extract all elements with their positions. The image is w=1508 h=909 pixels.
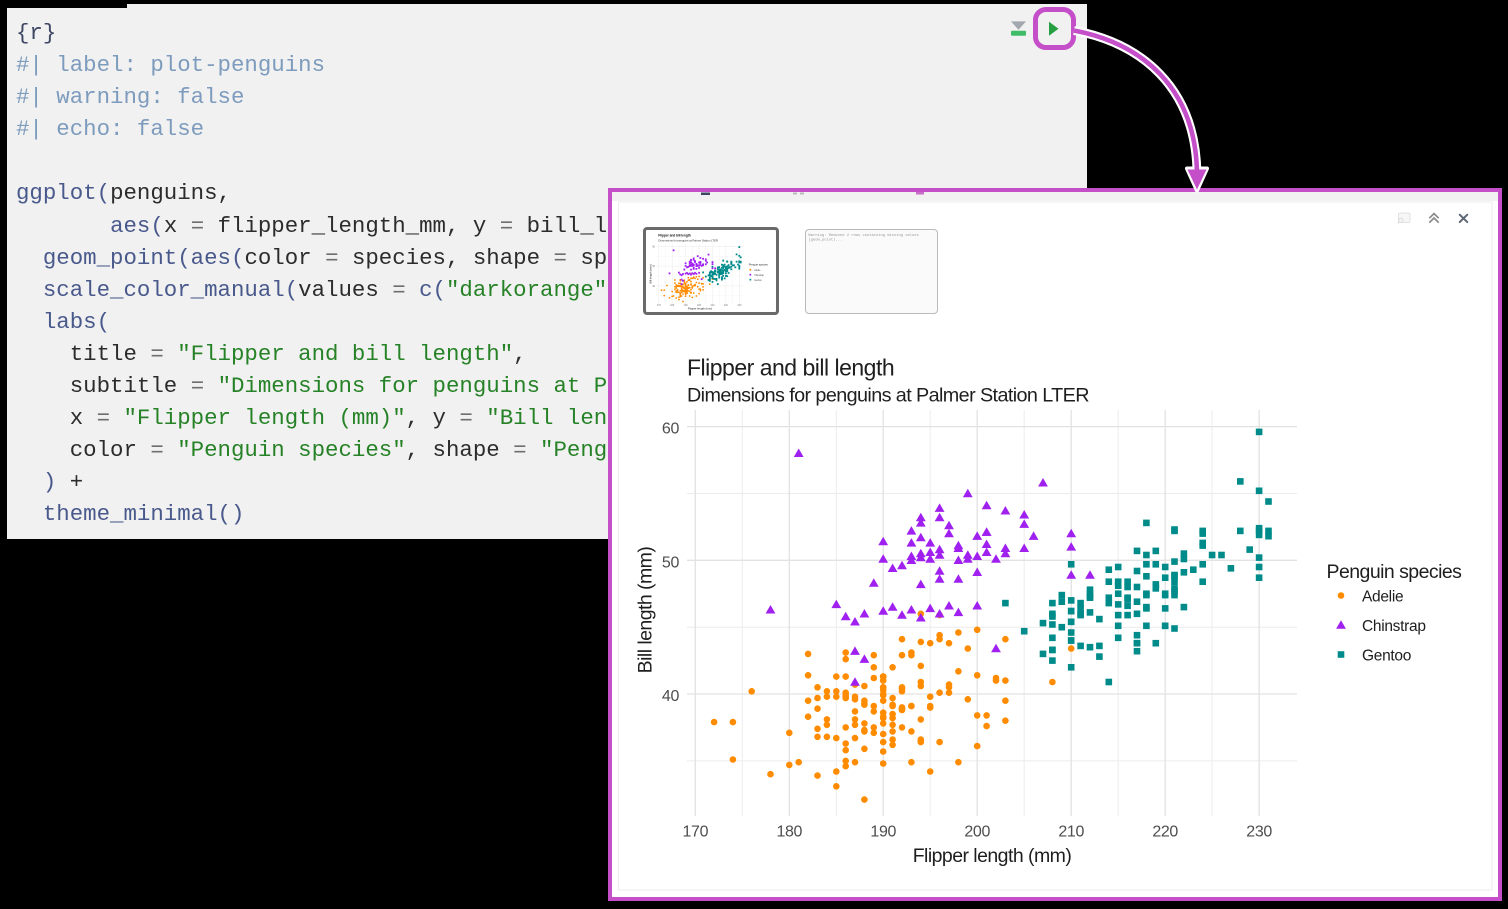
svg-text:60: 60 (652, 245, 655, 248)
svg-text:200: 200 (697, 304, 702, 307)
svg-text:220: 220 (1152, 823, 1178, 840)
svg-text:Dimensions for penguins at Pal: Dimensions for penguins at Palmer Statio… (658, 239, 719, 243)
svg-text:170: 170 (657, 304, 662, 307)
svg-text:220: 220 (724, 304, 729, 307)
svg-text:Gentoo: Gentoo (754, 279, 762, 282)
svg-text:Gentoo: Gentoo (1362, 648, 1411, 665)
svg-text:210: 210 (710, 304, 715, 307)
svg-text:Flipper and bill length: Flipper and bill length (687, 355, 894, 381)
svg-text:Chinstrap: Chinstrap (1362, 618, 1426, 635)
svg-text:Bill length (mm): Bill length (mm) (635, 547, 657, 674)
svg-text:60: 60 (662, 421, 680, 438)
svg-text:50: 50 (662, 554, 680, 571)
svg-text:Bill length (mm): Bill length (mm) (649, 264, 653, 283)
svg-text:Chinstrap: Chinstrap (754, 274, 764, 277)
svg-text:Warning: Removed 2 rows contai: Warning: Removed 2 rows containing missi… (809, 233, 919, 238)
svg-text:40: 40 (662, 688, 680, 705)
svg-text:Adelie: Adelie (1362, 589, 1403, 606)
svg-text:Flipper and bill length: Flipper and bill length (658, 234, 690, 238)
svg-text:230: 230 (737, 304, 742, 307)
svg-text:180: 180 (670, 304, 675, 307)
svg-text:190: 190 (684, 304, 689, 307)
svg-text:Dimensions for penguins at Pal: Dimensions for penguins at Palmer Statio… (687, 384, 1089, 406)
svg-text:(geom_point)...: (geom_point)... (809, 237, 843, 242)
svg-text:Adelie: Adelie (754, 269, 761, 272)
svg-text:Penguin species: Penguin species (1327, 561, 1463, 583)
svg-text:200: 200 (964, 823, 990, 840)
svg-text:210: 210 (1058, 823, 1084, 840)
svg-text:190: 190 (870, 823, 896, 840)
svg-text:40: 40 (652, 285, 655, 288)
svg-text:180: 180 (776, 823, 802, 840)
svg-text:Penguin species: Penguin species (749, 263, 769, 267)
svg-text:Flipper length (mm): Flipper length (mm) (913, 845, 1072, 867)
svg-text:50: 50 (652, 265, 655, 268)
svg-text:Flipper length (mm): Flipper length (mm) (688, 307, 712, 311)
svg-text:230: 230 (1246, 823, 1272, 840)
svg-text:170: 170 (682, 823, 708, 840)
